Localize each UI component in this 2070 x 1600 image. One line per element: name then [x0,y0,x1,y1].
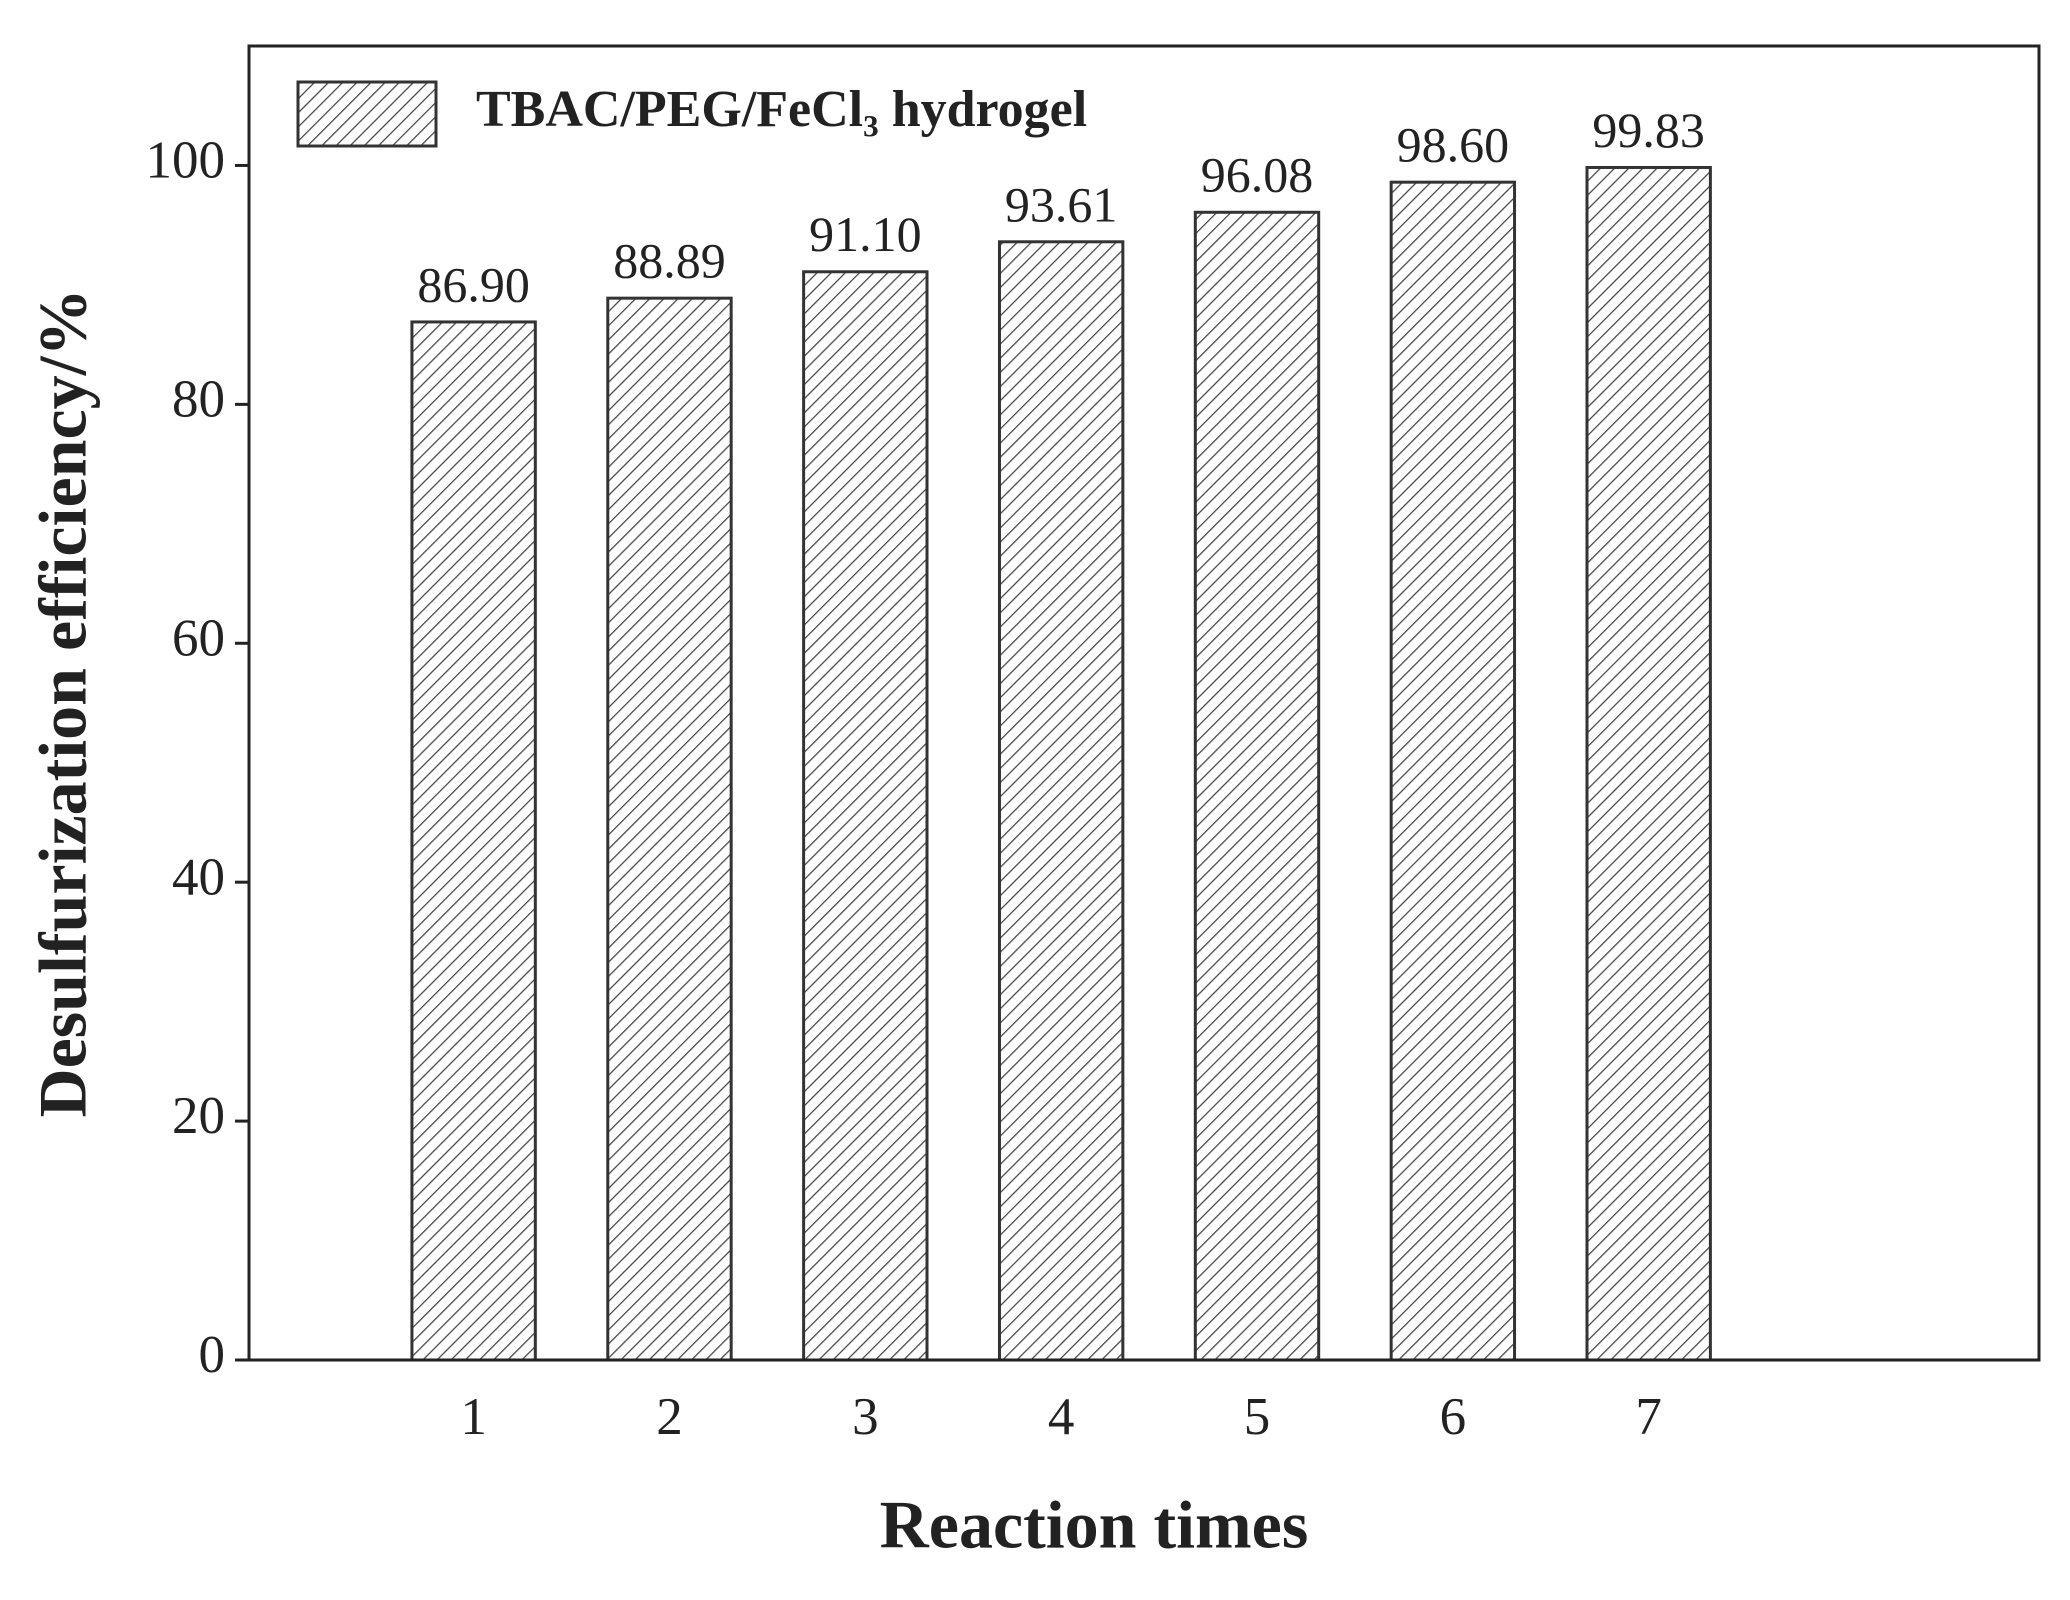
x-axis-title: Reaction times [880,1487,1309,1563]
bar [606,296,733,1362]
value-label: 98.60 [1397,117,1510,173]
y-tick-label: 60 [172,609,225,667]
x-tick-label: 4 [1048,1388,1075,1446]
y-tick-label: 0 [199,1326,226,1384]
legend-swatch [296,80,438,148]
legend-label: TBAC/PEG/FeCl₃ hydrogel [476,81,1087,138]
bar [410,320,537,1362]
value-label: 86.90 [417,256,530,312]
x-tick-label: 2 [656,1388,683,1446]
bar [802,270,929,1362]
plot-frame [247,44,2041,1362]
x-tick-label: 5 [1244,1388,1271,1446]
x-tick-label: 3 [852,1388,879,1446]
y-axis-title: Desulfurization efficiency/% [25,288,101,1117]
value-label: 96.08 [1201,147,1314,203]
bar [997,240,1125,1362]
y-tick-label: 100 [146,132,226,190]
x-tick-label: 1 [460,1388,487,1446]
value-label: 93.61 [1005,176,1118,232]
value-label: 91.10 [809,206,922,262]
y-tick-label: 40 [172,848,225,906]
x-tick-label: 7 [1635,1388,1662,1446]
bar [1585,165,1712,1362]
bar [1389,180,1517,1362]
y-tick-label: 20 [172,1087,225,1145]
x-tick-label: 6 [1440,1388,1467,1446]
value-label: 88.89 [613,233,726,289]
bar [1193,210,1321,1362]
value-label: 99.83 [1592,102,1705,158]
y-tick-label: 80 [172,371,225,429]
